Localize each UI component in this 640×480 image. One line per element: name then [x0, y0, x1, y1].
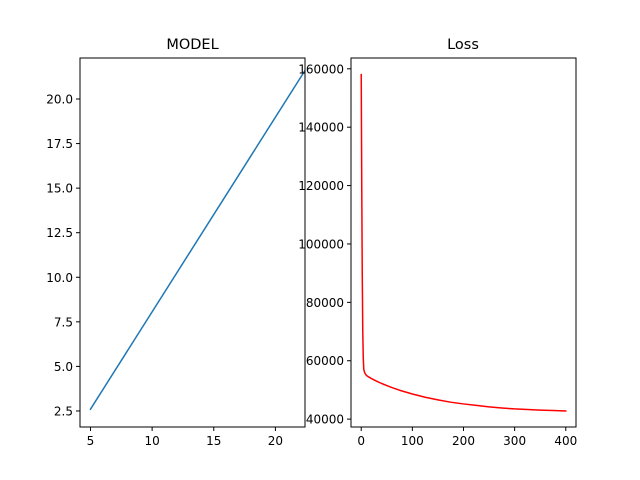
- loss-chart-y-tick-label: 140000: [298, 121, 344, 135]
- loss-chart-y-tick-label: 40000: [306, 413, 344, 427]
- model-chart-series-line-0: [89, 69, 305, 411]
- loss-chart-y-tick-label: 160000: [298, 62, 344, 76]
- loss-chart-y-tick-label: 60000: [306, 354, 344, 368]
- model-chart-x-tick-label: 5: [87, 434, 95, 448]
- model-chart-x-tick-label: 10: [144, 434, 159, 448]
- model-chart-y-tick-label: 7.5: [54, 315, 73, 329]
- loss-chart-y-axis: 40000 60000 80000 100000 120000 140000 160000: [298, 62, 351, 427]
- loss-chart-y-tick-label: 100000: [298, 237, 344, 251]
- model-chart-title: MODEL: [166, 37, 218, 53]
- model-chart-plot: [89, 69, 305, 411]
- loss-chart-series-line-0: [360, 73, 567, 412]
- model-chart-x-axis: 5 10 15 20: [87, 427, 283, 448]
- loss-chart-y-tick-label: 80000: [306, 296, 344, 310]
- model-chart-y-tick-label: 10.0: [46, 271, 73, 285]
- loss-chart-frame: [350, 57, 577, 428]
- loss-chart-title: Loss: [447, 37, 479, 53]
- model-chart-y-tick-label: 15.0: [46, 182, 73, 196]
- loss-chart-x-tick-label: 0: [357, 434, 365, 448]
- model-chart-y-tick-label: 20.0: [46, 93, 73, 107]
- model-chart-y-tick-label: 2.5: [54, 404, 73, 418]
- model-chart-y-tick-label: 17.5: [46, 137, 73, 151]
- model-chart-frame: [79, 57, 306, 428]
- loss-chart: Loss 0 100 200 300 400 40000 60000 80000 100000…: [298, 37, 577, 448]
- model-chart-y-tick-label: 12.5: [46, 226, 73, 240]
- model-chart: MODEL 5 10 15 20 2.55.07.510.012.515.017.52…: [46, 37, 306, 448]
- loss-chart-x-axis: 0 100 200 300 400: [357, 427, 577, 448]
- model-chart-y-tick-label: 5.0: [54, 360, 73, 374]
- loss-chart-x-tick-label: 100: [401, 434, 424, 448]
- loss-chart-x-tick-label: 400: [554, 434, 577, 448]
- model-chart-y-axis: 2.5 5.0 7.5 10.0 12.5 15.0 17.5 20.0: [46, 93, 80, 418]
- loss-chart-plot: [360, 73, 567, 412]
- loss-chart-x-tick-label: 300: [503, 434, 526, 448]
- loss-chart-x-tick-label: 200: [452, 434, 475, 448]
- model-chart-x-tick-label: 15: [206, 434, 221, 448]
- model-chart-x-tick-label: 20: [268, 434, 283, 448]
- loss-chart-y-tick-label: 120000: [298, 179, 344, 193]
